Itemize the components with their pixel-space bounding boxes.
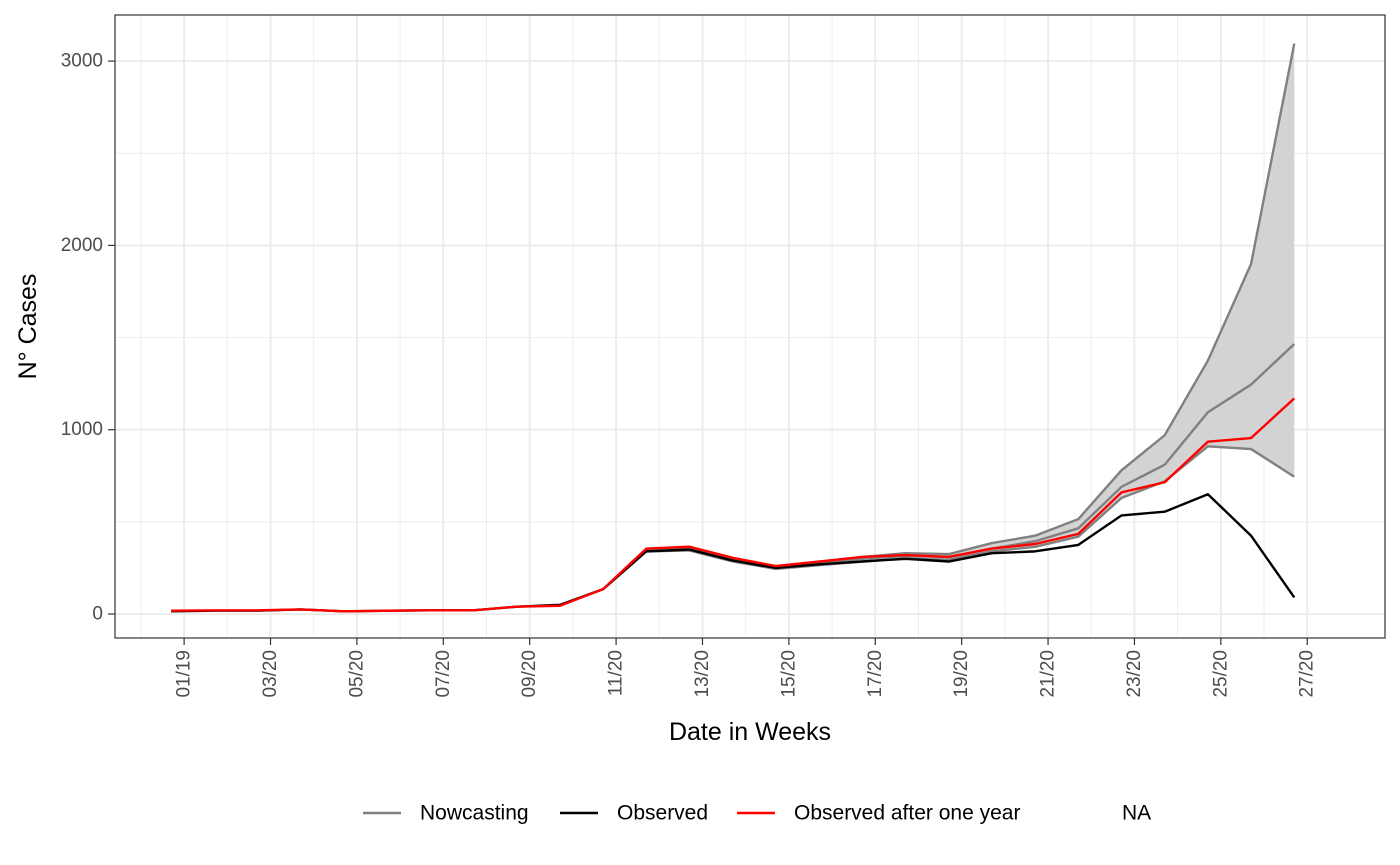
series-line-observed-after-one-year [171, 397, 1296, 613]
legend-label-observed-after-one-year: Observed after one year [794, 802, 1020, 825]
x-tick-label: 05/20 [346, 650, 367, 698]
major-gridlines [115, 15, 1385, 638]
x-axis: 01/19 03/20 05/20 07/20 09/20 11/20 13/20 15/20… [174, 638, 1318, 698]
x-tick-label: 19/20 [951, 650, 972, 698]
y-tick-label: 0 [92, 604, 103, 625]
x-axis-title: Date in Weeks [669, 718, 831, 746]
legend-label-nowcasting: Nowcasting [420, 802, 529, 825]
y-axis-title: N° Cases [14, 274, 42, 380]
legend-label-na: NA [1122, 802, 1151, 825]
series-lines [171, 343, 1296, 613]
legend-label-observed: Observed [617, 802, 708, 825]
x-tick-label: 15/20 [778, 650, 799, 698]
minor-gridlines [115, 15, 1385, 638]
x-tick-label: 11/20 [606, 650, 627, 696]
y-tick-label: 2000 [61, 235, 103, 256]
y-tick-label: 1000 [61, 419, 103, 440]
x-tick-label: 07/20 [433, 650, 454, 698]
y-axis: 0 1000 2000 3000 [61, 51, 115, 625]
legend: Nowcasting Observed Observed after one yea… [363, 802, 1151, 825]
x-tick-label: 23/20 [1124, 650, 1145, 698]
x-tick-label: 21/20 [1038, 650, 1059, 698]
x-tick-label: 09/20 [519, 650, 540, 698]
x-tick-label: 03/20 [260, 650, 281, 698]
x-tick-label: 25/20 [1210, 650, 1231, 698]
x-tick-label: 17/20 [865, 650, 886, 698]
plot-panel-border [114, 14, 1386, 639]
x-tick-label: 01/19 [174, 650, 195, 698]
x-tick-label: 27/20 [1297, 650, 1318, 698]
x-tick-label: 13/20 [692, 650, 713, 698]
y-tick-label: 3000 [61, 51, 103, 72]
